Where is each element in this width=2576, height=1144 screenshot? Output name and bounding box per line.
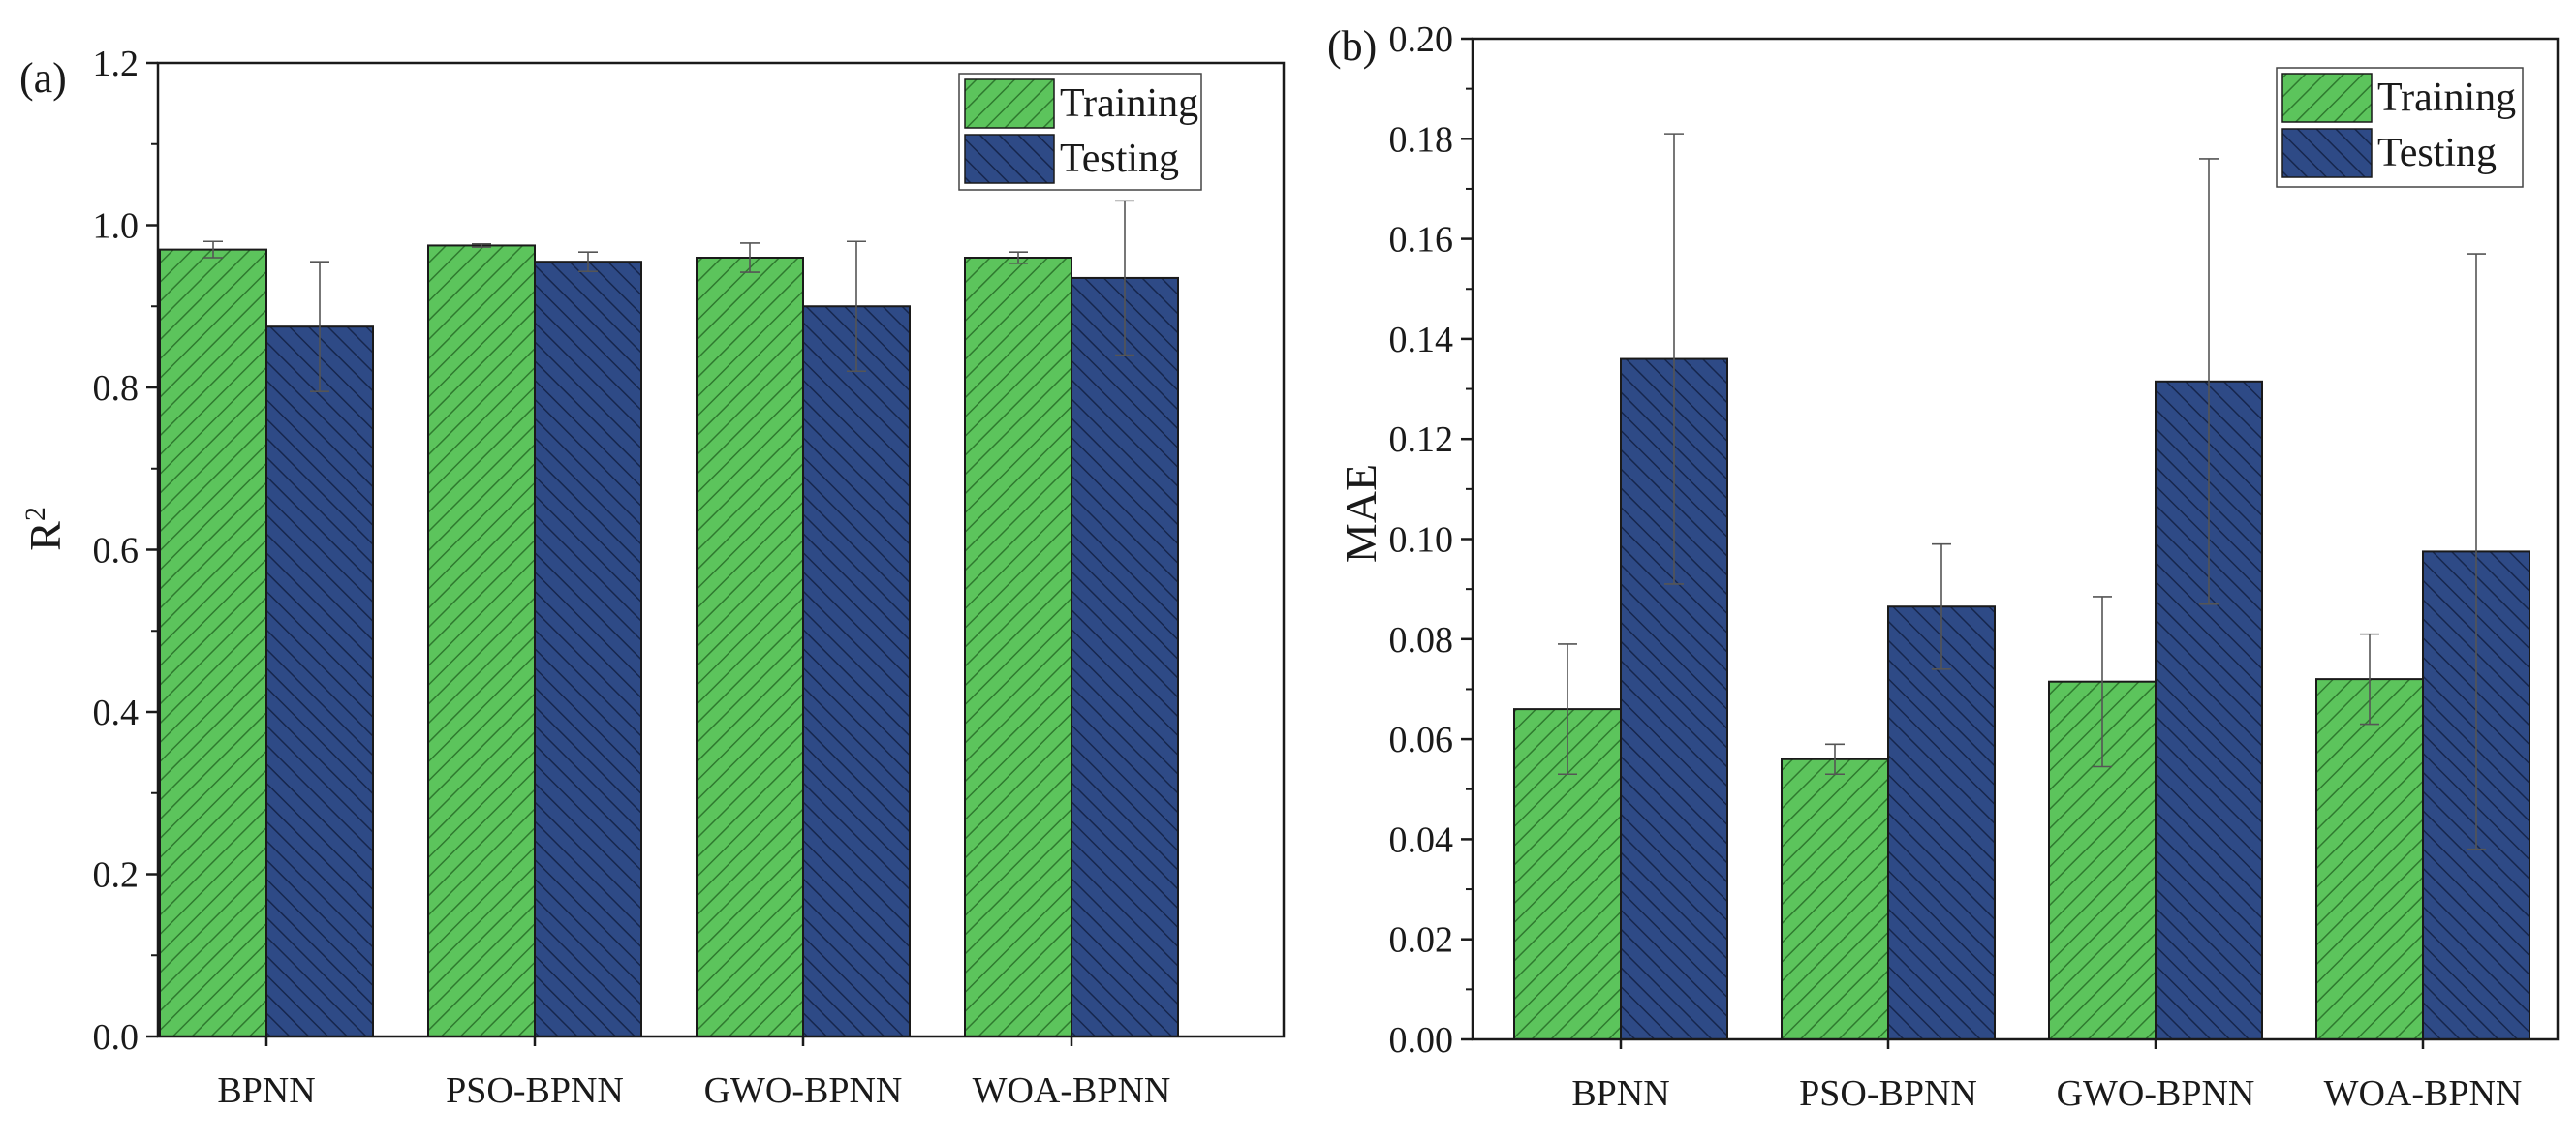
- y-tick-label: 0.6: [93, 531, 140, 572]
- errorbar-testing-pso-bpnn: [1932, 542, 1951, 670]
- bar-training-gwo-bpnn: [696, 257, 804, 1037]
- legend: Training Testing: [2276, 67, 2524, 188]
- x-tick-label-pso-bpnn: PSO-BPNN: [1799, 1073, 1977, 1114]
- bar-testing-woa-bpnn: [1071, 276, 1179, 1037]
- x-tick-label-gwo-bpnn: GWO-BPNN: [704, 1070, 903, 1111]
- errorbar-training-bpnn: [203, 240, 223, 259]
- y-tick-label: 0.4: [93, 693, 140, 733]
- y-tick-label: 0.12: [1389, 419, 1454, 460]
- legend-label-training: Training: [2377, 76, 2516, 120]
- panel-b: (b) MAE BPNN PSO-BPNN GWO-BPNN WOA-BPNN 0.00…: [1327, 19, 2560, 1114]
- y-axis-title-a: R2: [19, 507, 71, 551]
- errorbar-testing-pso-bpnn: [578, 251, 598, 273]
- bar-training-pso-bpnn: [1781, 758, 1889, 1040]
- y-tick-label: 0.16: [1389, 220, 1454, 261]
- x-tick-label-gwo-bpnn: GWO-BPNN: [2057, 1073, 2255, 1114]
- y-axis-title-b-main: MAE: [1336, 464, 1385, 563]
- x-tick-label-pso-bpnn: PSO-BPNN: [446, 1070, 624, 1111]
- bar-testing-pso-bpnn: [1887, 605, 1996, 1040]
- errorbar-training-bpnn: [1558, 643, 1577, 776]
- errorbar-training-woa-bpnn: [2360, 633, 2379, 726]
- errorbar-training-woa-bpnn: [1009, 251, 1028, 264]
- y-tick-label: 0.00: [1389, 1020, 1454, 1061]
- legend-swatch-testing: [964, 134, 1055, 184]
- y-tick-label: 1.0: [93, 206, 140, 247]
- legend-label-training: Training: [1060, 81, 1198, 126]
- errorbar-training-gwo-bpnn: [740, 242, 760, 273]
- panel-label-b: (b): [1327, 22, 1377, 70]
- errorbar-testing-gwo-bpnn: [2199, 158, 2219, 605]
- x-tick-label-woa-bpnn: WOA-BPNN: [973, 1070, 1171, 1111]
- legend-label-testing: Testing: [1060, 137, 1179, 181]
- legend-swatch-training: [964, 78, 1055, 129]
- y-tick-label: 0.14: [1389, 320, 1454, 360]
- errorbar-testing-bpnn: [310, 261, 329, 392]
- y-axis-title-a-main: R: [20, 521, 70, 551]
- y-tick-label: 0.20: [1389, 19, 1454, 60]
- y-tick-label: 1.2: [93, 44, 140, 84]
- errorbar-testing-woa-bpnn: [1115, 200, 1134, 356]
- bar-training-woa-bpnn: [2315, 678, 2424, 1040]
- legend-label-testing: Testing: [2377, 131, 2497, 175]
- panel-label-a: (a): [19, 54, 67, 102]
- y-tick-label: 0.04: [1389, 819, 1454, 860]
- errorbar-testing-gwo-bpnn: [847, 240, 866, 373]
- bar-training-pso-bpnn: [427, 244, 536, 1037]
- panel-a: (a) R2 BPNN PSO-BPNN GWO-BPNN WOA-BPNN 0.0 0.…: [19, 44, 1286, 1111]
- errorbar-testing-woa-bpnn: [2467, 253, 2486, 850]
- y-tick-label: 0.8: [93, 368, 140, 409]
- x-tick-label-woa-bpnn: WOA-BPNN: [2324, 1073, 2523, 1114]
- x-tick-label-bpnn: BPNN: [217, 1070, 315, 1111]
- errorbar-training-gwo-bpnn: [2093, 596, 2112, 768]
- legend-swatch-training: [2281, 73, 2373, 123]
- legend-swatch-testing: [2281, 128, 2373, 178]
- y-tick-label: 0.10: [1389, 520, 1454, 561]
- bar-training-woa-bpnn: [964, 257, 1072, 1037]
- legend: Training Testing: [958, 73, 1202, 191]
- bar-testing-gwo-bpnn: [802, 305, 911, 1037]
- bar-testing-pso-bpnn: [534, 261, 642, 1037]
- y-tick-label: 0.08: [1389, 620, 1454, 661]
- y-tick-label: 0.18: [1389, 119, 1454, 160]
- bar-training-bpnn: [159, 248, 267, 1037]
- y-tick-label: 0.0: [93, 1017, 140, 1058]
- y-axis-title-a-sup: 2: [19, 507, 51, 521]
- y-tick-label: 0.02: [1389, 920, 1454, 961]
- errorbar-training-pso-bpnn: [1825, 743, 1845, 776]
- y-tick-label: 0.06: [1389, 720, 1454, 760]
- y-tick-label: 0.2: [93, 855, 140, 896]
- bar-testing-bpnn: [265, 325, 374, 1037]
- errorbar-training-pso-bpnn: [472, 242, 491, 248]
- errorbar-testing-bpnn: [1664, 133, 1684, 585]
- x-tick-label-bpnn: BPNN: [1571, 1073, 1669, 1114]
- y-axis-title-b: MAE: [1336, 464, 1385, 563]
